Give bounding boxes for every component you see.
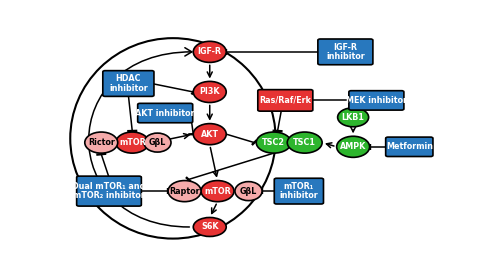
Text: PI3K: PI3K	[200, 87, 220, 96]
Text: IGF-R: IGF-R	[198, 47, 222, 56]
Ellipse shape	[85, 132, 117, 153]
FancyBboxPatch shape	[386, 137, 433, 156]
Text: AKT: AKT	[201, 130, 219, 139]
Ellipse shape	[194, 218, 226, 236]
FancyBboxPatch shape	[76, 176, 142, 206]
Text: Rictor: Rictor	[88, 138, 115, 147]
Text: Raptor: Raptor	[169, 187, 200, 196]
FancyBboxPatch shape	[138, 103, 192, 123]
FancyBboxPatch shape	[258, 90, 313, 111]
Text: mTOR₁
inhibitor: mTOR₁ inhibitor	[280, 182, 318, 201]
Ellipse shape	[144, 133, 171, 152]
Text: AKT inhibitor: AKT inhibitor	[136, 109, 195, 118]
Ellipse shape	[235, 182, 262, 201]
Ellipse shape	[194, 81, 226, 102]
Text: TSC2: TSC2	[262, 138, 285, 147]
Ellipse shape	[338, 108, 368, 127]
Text: AMPK: AMPK	[340, 142, 366, 151]
Ellipse shape	[194, 41, 226, 62]
Ellipse shape	[194, 124, 226, 145]
Ellipse shape	[116, 132, 148, 153]
Text: GβL: GβL	[149, 138, 166, 147]
FancyArrowPatch shape	[88, 48, 192, 227]
Ellipse shape	[201, 181, 234, 202]
Text: mTOR: mTOR	[119, 138, 146, 147]
FancyBboxPatch shape	[103, 71, 154, 96]
FancyBboxPatch shape	[318, 39, 373, 65]
Text: TSC1: TSC1	[293, 138, 316, 147]
Text: Dual mTOR₁ and
mTOR₂ inhibitor: Dual mTOR₁ and mTOR₂ inhibitor	[72, 182, 146, 201]
Ellipse shape	[287, 132, 322, 153]
Ellipse shape	[336, 136, 370, 157]
Text: GβL: GβL	[240, 187, 257, 196]
Text: LKB1: LKB1	[342, 113, 364, 122]
Ellipse shape	[256, 132, 291, 153]
Text: S6K: S6K	[201, 222, 218, 232]
Text: HDAC
inhibitor: HDAC inhibitor	[109, 74, 148, 93]
Text: mTOR: mTOR	[204, 187, 231, 196]
Text: Metformin: Metformin	[386, 142, 433, 151]
Text: Ras/Raf/Erk: Ras/Raf/Erk	[260, 96, 312, 105]
FancyBboxPatch shape	[349, 91, 404, 110]
Text: MEK inhibitor: MEK inhibitor	[346, 96, 407, 105]
Ellipse shape	[168, 181, 201, 202]
FancyBboxPatch shape	[274, 178, 324, 204]
Text: IGF-R
inhibitor: IGF-R inhibitor	[326, 42, 365, 61]
